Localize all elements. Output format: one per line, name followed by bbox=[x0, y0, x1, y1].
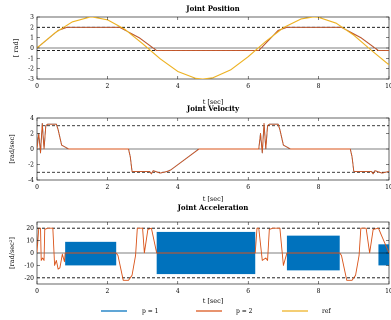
y-tick-label: 0 bbox=[30, 250, 34, 257]
joint-velocity-panel: Joint Velocity -4 -2 0 2 4 0 2 4 6 8 10 t [sec] [… bbox=[8, 104, 391, 203]
x-tick-label: 6 bbox=[246, 288, 250, 295]
legend-label-p1: p = 1 bbox=[142, 308, 159, 315]
x-tick-label: 8 bbox=[317, 83, 321, 90]
joint-position-panel: Joint Position -3 -2 -1 0 1 2 3 0 2 4 6 8 10 t [sec… bbox=[12, 4, 391, 106]
p1-oscillation-band bbox=[378, 244, 389, 266]
position-xlabel: t [sec] bbox=[203, 98, 224, 106]
x-tick-label: 0 bbox=[35, 83, 39, 90]
x-tick-label: 0 bbox=[35, 184, 39, 191]
legend-label-p2: p = 2 bbox=[236, 308, 253, 315]
y-tick-label: -2 bbox=[28, 66, 34, 73]
position-xticks: 0 2 4 6 8 10 bbox=[35, 17, 391, 90]
x-tick-label: 4 bbox=[176, 184, 180, 191]
x-tick-label: 2 bbox=[105, 184, 109, 191]
velocity-xticks: 0 2 4 6 8 10 bbox=[35, 118, 391, 191]
series-line-p2 bbox=[37, 227, 389, 281]
x-tick-label: 8 bbox=[317, 184, 321, 191]
position-title: Joint Position bbox=[185, 4, 239, 13]
position-ylabel: [ rad] bbox=[12, 39, 20, 57]
y-tick-label: 3 bbox=[30, 14, 34, 21]
x-tick-label: 8 bbox=[317, 288, 321, 295]
y-tick-label: 10 bbox=[26, 238, 34, 245]
acceleration-yticks: -20 -10 0 10 20 bbox=[24, 225, 389, 282]
velocity-marks bbox=[37, 122, 389, 175]
legend-label-ref: ref bbox=[322, 308, 331, 315]
series-line-p2 bbox=[37, 122, 389, 175]
legend: p = 1 p = 2 ref bbox=[101, 308, 331, 315]
y-tick-label: 2 bbox=[30, 131, 34, 138]
velocity-ylabel: [rad/sec] bbox=[8, 134, 16, 163]
x-tick-label: 4 bbox=[176, 288, 180, 295]
y-tick-label: -3 bbox=[28, 76, 34, 83]
y-tick-label: -2 bbox=[28, 162, 34, 169]
velocity-title: Joint Velocity bbox=[186, 104, 240, 113]
x-tick-label: 4 bbox=[176, 83, 180, 90]
x-tick-label: 10 bbox=[385, 83, 391, 90]
y-tick-label: 20 bbox=[26, 225, 34, 232]
x-tick-label: 10 bbox=[385, 184, 391, 191]
x-tick-label: 0 bbox=[35, 288, 39, 295]
series-line-p2 bbox=[37, 26, 389, 52]
y-tick-label: -10 bbox=[24, 262, 34, 269]
series-line-ref bbox=[37, 17, 389, 79]
velocity-xlabel: t [sec] bbox=[203, 195, 224, 203]
acceleration-ylabel: [rad/sec²] bbox=[8, 237, 16, 269]
p1-oscillation-band bbox=[65, 241, 117, 266]
x-tick-label: 6 bbox=[246, 184, 250, 191]
x-tick-label: 6 bbox=[246, 83, 250, 90]
y-tick-label: -1 bbox=[28, 55, 34, 62]
y-tick-label: -20 bbox=[24, 275, 34, 282]
x-tick-label: 10 bbox=[385, 288, 391, 295]
x-tick-label: 2 bbox=[105, 288, 109, 295]
acceleration-xticks: 0 2 4 6 8 10 bbox=[35, 222, 391, 295]
y-tick-label: -4 bbox=[28, 177, 34, 184]
y-tick-label: 0 bbox=[30, 45, 34, 52]
y-tick-label: 2 bbox=[30, 24, 34, 31]
y-tick-label: 1 bbox=[30, 35, 34, 42]
acceleration-marks bbox=[37, 227, 389, 281]
x-tick-label: 2 bbox=[105, 83, 109, 90]
joint-acceleration-panel: Joint Acceleration -20 -10 0 10 20 0 2 4 6 8 10 t… bbox=[8, 203, 391, 305]
acceleration-title: Joint Acceleration bbox=[177, 203, 249, 212]
y-tick-label: 0 bbox=[30, 146, 34, 153]
position-yticks: -3 -2 -1 0 1 2 3 bbox=[28, 14, 389, 83]
velocity-yticks: -4 -2 0 2 4 bbox=[28, 115, 389, 184]
y-tick-label: 4 bbox=[30, 115, 34, 122]
position-marks bbox=[37, 17, 389, 79]
acceleration-xlabel: t [sec] bbox=[203, 297, 224, 305]
